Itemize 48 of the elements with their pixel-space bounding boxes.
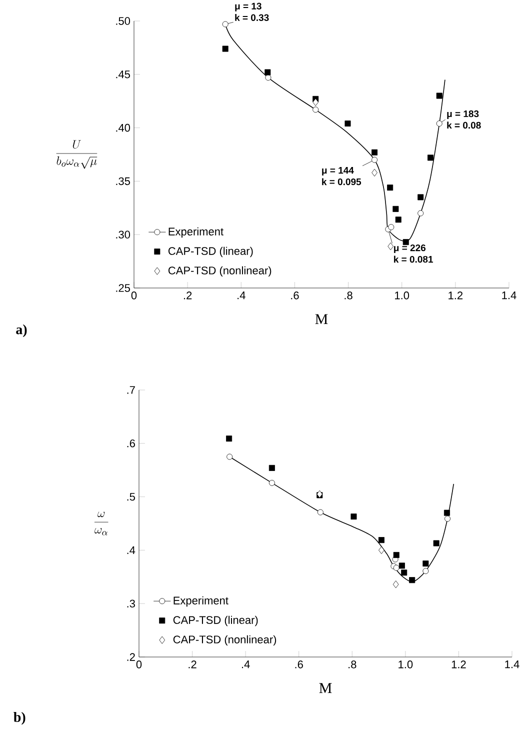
legend-label: CAP-TSD (nonlinear) — [173, 635, 276, 646]
x-tick-label: .2 — [188, 660, 196, 668]
annotation: μ = 13 — [235, 2, 262, 12]
x-tick-label: 0 — [136, 660, 142, 668]
y-tick-label: .25 — [116, 284, 130, 292]
x-tick-label: .4 — [238, 292, 246, 300]
text: b) — [14, 712, 26, 725]
y-tick-label: .2 — [127, 653, 135, 661]
x-tick-label: 1.2 — [452, 660, 466, 668]
x-axis-title: M — [315, 314, 328, 324]
x-tick-label: 1.0 — [395, 292, 410, 300]
y-tick-label: .6 — [127, 440, 135, 448]
x-tick-label: .2 — [184, 292, 192, 300]
x-tick-label: .8 — [348, 660, 356, 668]
x-tick-label: .6 — [291, 292, 299, 300]
y-tick-label: .35 — [116, 177, 130, 186]
legend-label: CAP-TSD (nonlinear) — [168, 266, 272, 277]
legend-label: CAP-TSD (linear) — [168, 246, 253, 258]
y-tick-label: .3 — [127, 600, 135, 608]
x-tick-label: 1.4 — [502, 292, 516, 300]
y-tick-label: .50 — [116, 17, 130, 25]
x-tick-label: .8 — [344, 292, 352, 300]
y-axis-title: $\frac{U}{b_o\omega_\alpha\sqrt{\mu}}$ — [56, 140, 98, 169]
annotation: k = 0.33 — [235, 14, 269, 22]
y-tick-label: .30 — [116, 230, 130, 238]
y-tick-label: .5 — [127, 492, 135, 501]
x-tick-label: 1.2 — [448, 292, 463, 300]
annotation: k = 0.081 — [394, 256, 433, 263]
legend-label: Experiment — [174, 596, 228, 607]
y-tick-label: .45 — [116, 70, 130, 78]
text: a) — [16, 324, 27, 338]
annotation: μ = 144 — [322, 167, 354, 176]
legend-label: CAP-TSD (linear) — [173, 616, 258, 626]
annotation: μ = 183 — [447, 110, 479, 119]
annotation: k = 0.08 — [447, 122, 481, 129]
y-tick-label: .7 — [127, 386, 135, 394]
y-tick-label: .40 — [116, 124, 130, 132]
x-tick-label: 1.4 — [505, 660, 520, 668]
annotation: k = 0.095 — [322, 178, 362, 186]
x-tick-label: 0 — [131, 292, 137, 300]
x-tick-label: .4 — [242, 660, 250, 668]
y-tick-label: .4 — [127, 546, 136, 554]
x-tick-label: .6 — [295, 660, 303, 668]
annotation: μ = 226 — [394, 244, 426, 254]
legend-label: Experiment — [168, 227, 224, 238]
y-axis-title: $\frac{\omega}{\omega_\alpha}$ — [94, 512, 108, 536]
x-axis-title: M — [319, 683, 332, 694]
x-tick-label: 1.0 — [398, 660, 413, 668]
